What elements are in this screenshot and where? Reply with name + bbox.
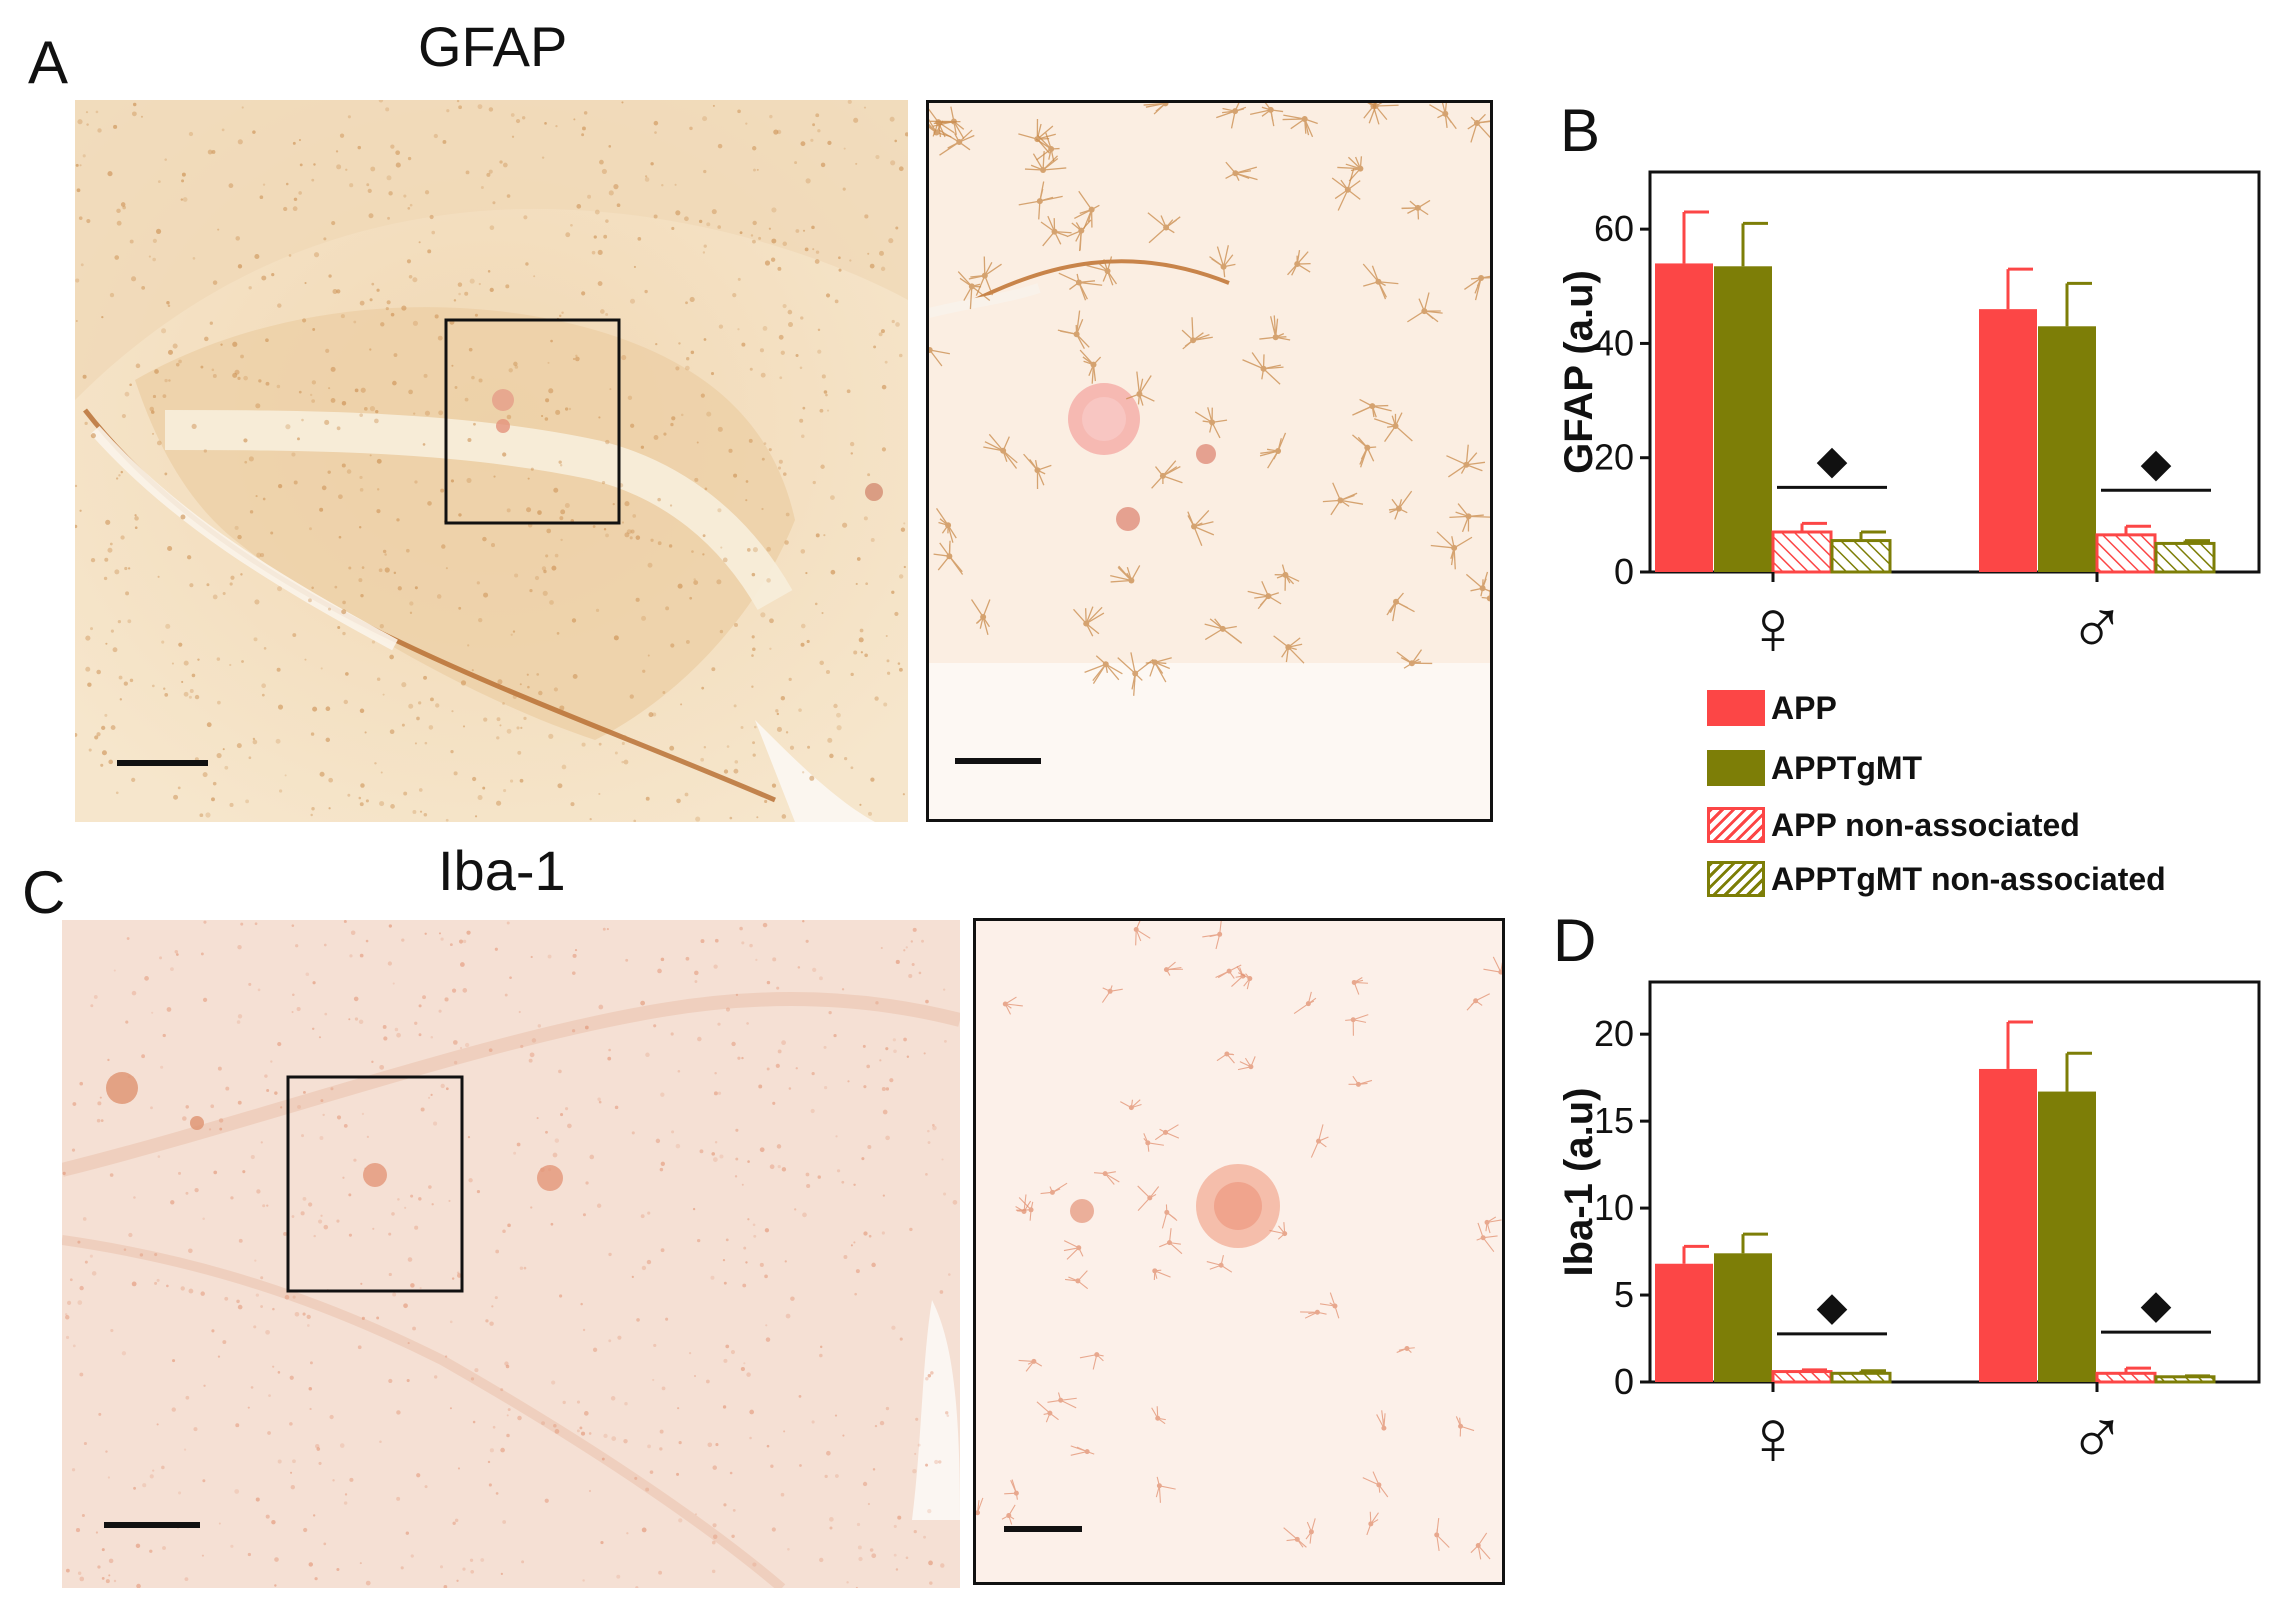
legend-label: APPTgMT non-associated: [1771, 860, 2166, 897]
y-tick-label: 5: [1614, 1274, 1634, 1315]
panel-d-letter: D: [1553, 907, 1597, 974]
gfap-inset-image: [929, 103, 1490, 819]
legend-label: APP: [1771, 689, 1837, 726]
significance-marker: ◆: [2141, 441, 2172, 485]
gfap-bar-chart: 0 20 40 60 GFAP (a.u) ◆ ♀ ◆ ♂: [1557, 170, 2261, 671]
y-axis-label: GFAP (a.u): [1557, 270, 1601, 474]
y-tick-label: 60: [1594, 208, 1634, 249]
iba1-overview-micrograph: [62, 920, 960, 1588]
bar-apptgmt: [1714, 1253, 1772, 1382]
y-tick-label: 40: [1594, 322, 1634, 363]
bar-app-non-associated: [1771, 530, 1833, 574]
y-tick-label: 0: [1614, 551, 1634, 592]
bar-app: [1979, 1068, 2037, 1382]
legend-swatch: [1707, 750, 1765, 786]
bar-app-non-associated: [1771, 1370, 1833, 1384]
x-category-label: ♂: [2068, 1393, 2127, 1481]
y-tick-label: 20: [1594, 1013, 1634, 1054]
bar-app: [1979, 309, 2037, 572]
bar-app-non-associated: [2095, 1371, 2157, 1384]
x-category-label: ♀: [1744, 583, 1803, 671]
y-tick-label: 20: [1594, 437, 1634, 478]
iba1-inset-image: [976, 921, 1502, 1582]
plot-frame: [1648, 980, 2261, 1384]
bar-apptgmt: [1714, 266, 1772, 572]
bar-app-non-associated: [2095, 533, 2157, 574]
gfap-overview-micrograph: [75, 100, 908, 822]
legend-item-apptgmt-non-associated: APPTgMT non-associated: [1707, 859, 2166, 899]
legend-item-app: APP: [1707, 688, 1837, 728]
legend-swatch: [1707, 807, 1765, 843]
gfap-overview-image: [75, 100, 908, 822]
inset-region-box: [286, 1075, 464, 1293]
bar-apptgmt-non-associated: [1830, 539, 1892, 574]
panel-c-title: Iba-1: [438, 839, 566, 902]
iba1-overview-image: [62, 920, 960, 1588]
gfap-inset-micrograph: [926, 100, 1493, 822]
x-category-label: ♂: [2068, 583, 2127, 671]
significance-marker: ◆: [1817, 1285, 1848, 1329]
panel-c-letter: C: [22, 859, 66, 926]
panel-a-letter: A: [28, 29, 69, 96]
y-axis-label: Iba-1 (a.u): [1557, 1088, 1601, 1277]
legend-swatch: [1707, 690, 1765, 726]
bar-app: [1655, 263, 1713, 572]
bar-apptgmt-non-associated: [2154, 1375, 2216, 1384]
bar-apptgmt-non-associated: [1830, 1371, 1892, 1384]
panel-b-letter: B: [1560, 97, 1601, 164]
legend-item-app-non-associated: APP non-associated: [1707, 805, 2080, 845]
iba1-inset-micrograph: [973, 918, 1505, 1585]
y-tick-label: 10: [1594, 1187, 1634, 1228]
y-tick-label: 0: [1614, 1361, 1634, 1402]
x-category-label: ♀: [1744, 1393, 1803, 1481]
legend-label: APP non-associated: [1771, 806, 2080, 843]
inset-region-box: [444, 318, 621, 525]
bar-apptgmt-non-associated: [2154, 541, 2216, 574]
plot-frame: [1648, 170, 2261, 574]
panel-a-title: GFAP: [418, 15, 568, 78]
significance-marker: ◆: [1817, 438, 1848, 482]
legend-item-apptgmt: APPTgMT: [1707, 748, 1922, 788]
legend-label: APPTgMT: [1771, 749, 1923, 786]
legend-swatch: [1707, 861, 1765, 897]
bar-app: [1655, 1263, 1713, 1382]
iba1-bar-chart: 0 5 10 15 20 Iba-1 (a.u) ◆ ♀ ◆ ♂: [1557, 980, 2261, 1481]
y-tick-label: 15: [1594, 1100, 1634, 1141]
significance-marker: ◆: [2141, 1283, 2172, 1327]
bar-apptgmt: [2038, 1091, 2096, 1382]
bar-apptgmt: [2038, 326, 2096, 572]
